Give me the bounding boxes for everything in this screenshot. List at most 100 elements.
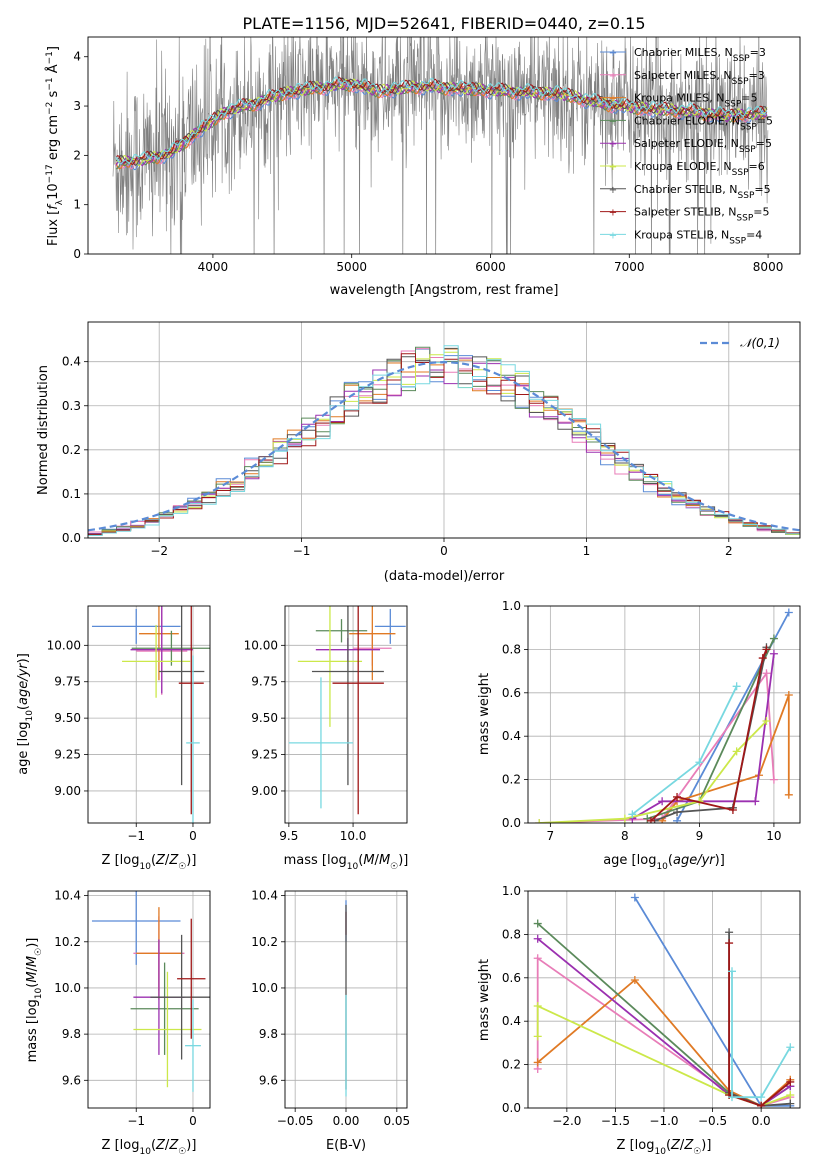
y-tick-label: 1	[73, 198, 81, 212]
x-tick-label: 5000	[336, 260, 367, 274]
axes-spectrum: 4000 5000 6000 7000 8000 0 1 2 3 4 wavelength [Ang…	[45, 36, 801, 298]
x-tick-label: 1	[583, 544, 591, 558]
axes-frame	[284, 605, 408, 824]
plot-area	[288, 606, 406, 815]
axes-age_vs_mass: 9.5 10.0 9.00 9.25 9.50 9.75 10.00 mass [log10(…	[244, 605, 408, 872]
axes-weight_vs_age: 7 8 9 10 0.0 0.2 0.4 0.6 0.8 1.0 age [log10(age/yr…	[477, 599, 801, 872]
weight-marker	[757, 1101, 766, 1108]
axes-weight_vs_Z: −2.0 −1.5 −1.0 −0.5 0.0 0.0 0.2 0.4 0.6 0.8 1.0 Z […	[477, 884, 801, 1157]
x-tick-label: 0	[440, 544, 448, 558]
plot-area	[88, 345, 800, 536]
x-tick-label: −0.05	[277, 1114, 314, 1128]
x-tick-label: 7	[547, 829, 555, 843]
weight-marker	[628, 810, 637, 819]
x-tick-label: 10.0	[340, 829, 367, 843]
x-tick-label: 6000	[475, 260, 506, 274]
y-tick-label: 10.0	[54, 981, 81, 995]
axes-frame	[87, 321, 801, 539]
weight-marker	[762, 669, 771, 678]
y-tick-label: 10.00	[244, 638, 278, 652]
y-tick-label: 0.3	[62, 399, 81, 413]
y-tick-label: 9.8	[259, 1027, 278, 1041]
y-axis-label: age [log10(age/yr)]	[16, 653, 35, 775]
x-axis-label: age [log10(age/yr)]	[603, 853, 725, 872]
y-tick-label: 0.2	[62, 443, 81, 457]
y-tick-label: 10.0	[251, 981, 278, 995]
y-tick-label: 1.0	[502, 599, 521, 613]
axes-mass_vs_Z: −1 0 9.6 9.8 10.0 10.2 10.4 Z [log10(Z/Z☉)] mass…	[25, 889, 211, 1157]
y-tick-label: 0.0	[62, 531, 81, 545]
axes-mass_vs_ebv: −0.05 0.00 0.05 9.6 9.8 10.0 10.2 10.4 E(B-V)	[251, 889, 410, 1153]
y-tick-label: 9.00	[54, 784, 81, 798]
weight-marker	[658, 797, 667, 806]
weight-marker	[784, 690, 793, 699]
y-tick-label: 4	[73, 50, 81, 64]
legend-label: Salpeter ELODIE, NSSP=5	[634, 137, 772, 155]
axes-frame	[527, 605, 801, 824]
y-tick-label: 0.2	[502, 773, 521, 787]
y-axis-label: mass weight	[477, 673, 492, 755]
weight-line	[631, 685, 738, 816]
y-axis-label: mass [log10(M/M☉)]	[25, 938, 44, 1063]
weight-line	[728, 943, 791, 1107]
y-tick-label: 0.4	[502, 1014, 521, 1028]
weight-marker	[732, 682, 741, 691]
weight-marker	[728, 1093, 736, 1102]
x-tick-label: 9.5	[279, 829, 298, 843]
y-axis-label: mass weight	[477, 959, 492, 1041]
weight-marker	[732, 747, 741, 756]
weight-marker	[533, 919, 542, 928]
normal-curve	[88, 360, 800, 532]
legend-label: 𝒩(0,1)	[740, 336, 780, 350]
weight-marker	[769, 634, 778, 643]
y-axis-label: Normed distribution	[36, 365, 51, 495]
weight-marker	[786, 1099, 795, 1108]
legend-marker: +	[609, 162, 617, 173]
plot-area	[533, 893, 795, 1108]
model-spectrum-line	[115, 76, 768, 166]
y-tick-label: 0.8	[502, 927, 521, 941]
x-tick-label: −1	[127, 829, 145, 843]
weight-marker	[786, 1090, 795, 1099]
x-tick-label: 7000	[614, 260, 645, 274]
x-tick-label: 0.00	[333, 1114, 360, 1128]
axes-frame	[87, 605, 211, 824]
legend-label: Chabrier STELIB, NSSP=5	[634, 183, 771, 201]
weight-marker	[533, 1002, 542, 1011]
y-tick-label: 9.75	[251, 675, 278, 689]
weight-marker	[673, 816, 682, 823]
y-tick-label: 0.2	[502, 1058, 521, 1072]
legend-marker: +	[609, 94, 617, 105]
x-tick-label: −1	[127, 1114, 145, 1128]
x-tick-label: 8	[621, 829, 629, 843]
weight-marker	[535, 819, 544, 823]
x-tick-label: 2	[725, 544, 733, 558]
weight-marker	[757, 1093, 766, 1102]
axes-frame	[87, 890, 211, 1109]
legend-marker: +	[609, 230, 617, 241]
weight-marker	[695, 758, 704, 767]
weight-marker	[646, 816, 655, 823]
y-tick-label: 0.0	[502, 816, 521, 830]
weight-marker	[769, 649, 778, 658]
y-tick-label: 0.4	[502, 729, 521, 743]
weight-line	[650, 649, 768, 822]
legend-marker: +	[609, 116, 617, 127]
weight-marker	[786, 1077, 795, 1086]
legend-marker: +	[609, 208, 617, 219]
y-tick-label: 0.8	[502, 642, 521, 656]
y-tick-label: 2	[73, 148, 81, 162]
weight-line	[631, 653, 775, 820]
legend-label: Chabrier MILES, NSSP=3	[634, 46, 766, 64]
y-tick-label: 10.4	[54, 889, 81, 903]
legend-label: Chabrier ELODIE, NSSP=5	[634, 114, 773, 132]
axes-age_vs_Z: −1 0 9.00 9.25 9.50 9.75 10.00 Z [log10(Z/Z☉)] a…	[16, 605, 211, 872]
x-tick-label: 4000	[198, 260, 229, 274]
residual-histogram	[88, 345, 800, 536]
x-axis-label: Z [log10(Z/Z☉)]	[102, 1138, 197, 1157]
x-tick-label: 9	[696, 829, 704, 843]
y-tick-label: 10.2	[251, 935, 278, 949]
x-axis-label: (data-model)/error	[384, 569, 505, 584]
legend-marker: +	[609, 185, 617, 196]
x-axis-label: wavelength [Angstrom, rest frame]	[330, 283, 559, 298]
